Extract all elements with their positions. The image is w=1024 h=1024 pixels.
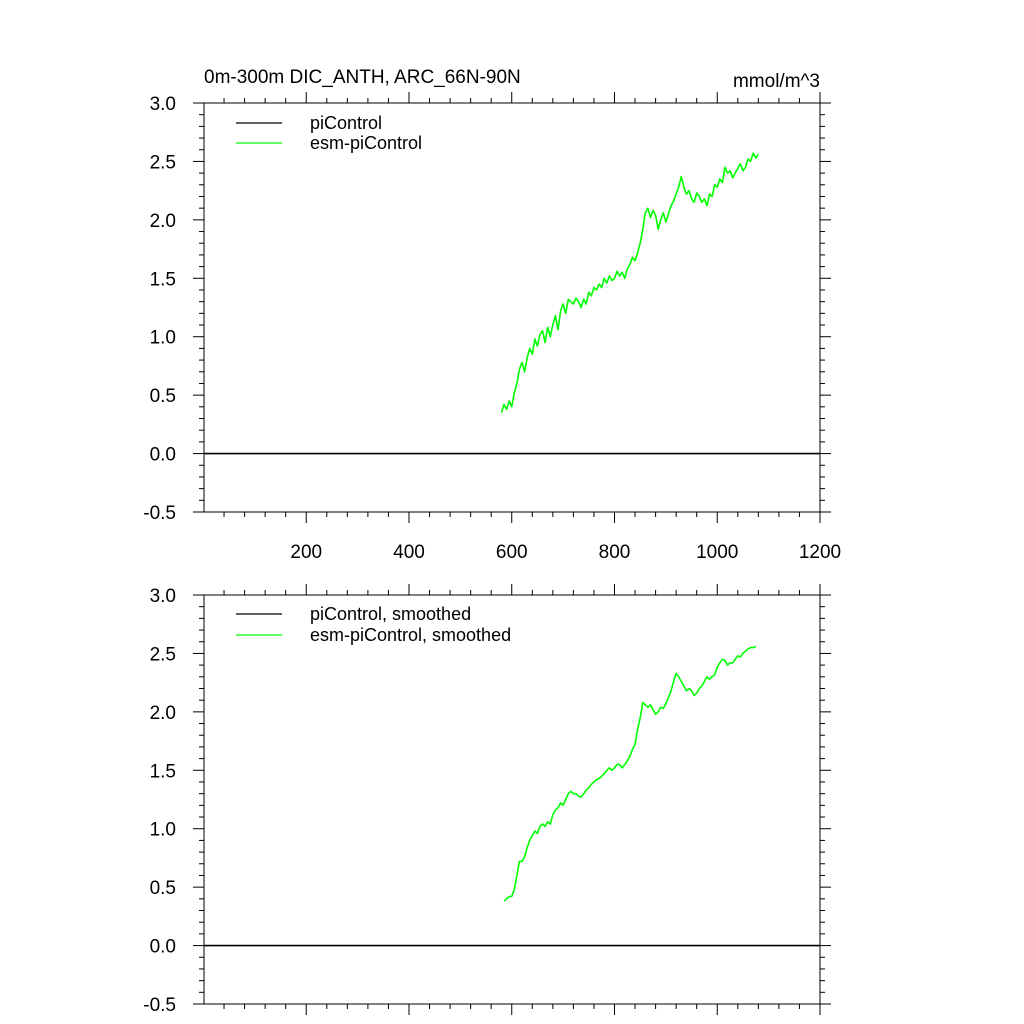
chart-title: 0m-300m DIC_ANTH, ARC_66N-90N (204, 67, 521, 88)
series-line-esm-picontrol (500, 152, 759, 413)
y-tick-label: 1.5 (150, 761, 176, 782)
y-tick-label: 3.0 (150, 94, 176, 115)
x-tick-label: 400 (393, 542, 425, 563)
legend-label-picontrol: piControl (310, 113, 382, 133)
x-tick-label: 200 (290, 542, 322, 563)
top-panel: 0m-300m DIC_ANTH, ARC_66N-90N mmol/m^3 -… (143, 67, 841, 563)
y-tick-label: -0.5 (143, 995, 176, 1016)
y-tick-label: 0.0 (150, 937, 176, 958)
y-tick-label: -0.5 (143, 503, 176, 524)
legend-label-picontrol-smoothed: piControl, smoothed (310, 604, 471, 624)
y-tick-label: 0.5 (150, 878, 176, 899)
bottom-panel: -0.5 0.0 0.5 1.0 1.5 2.0 2.5 3.0 piControl, smo… (143, 584, 831, 1016)
legend-label-esm-picontrol-smoothed: esm-piControl, smoothed (310, 625, 511, 645)
top-plot-area: -0.5 0.0 0.5 1.0 1.5 2.0 2.5 3.0 200 400 600 800 100… (143, 92, 841, 563)
x-tick-label: 1000 (696, 542, 738, 563)
x-tick-label: 800 (599, 542, 631, 563)
y-tick-label: 1.0 (150, 820, 176, 841)
y-tick-label: 0.5 (150, 386, 176, 407)
x-tick-label: 600 (496, 542, 528, 563)
y-tick-label: 1.0 (150, 328, 176, 349)
bottom-plot-area: -0.5 0.0 0.5 1.0 1.5 2.0 2.5 3.0 (143, 584, 831, 1016)
units-label: mmol/m^3 (733, 71, 820, 92)
y-tick-label: 2.0 (150, 211, 176, 232)
bottom-legend: piControl, smoothed esm-piControl, smoot… (236, 604, 511, 645)
top-legend: piControl esm-piControl (236, 113, 422, 153)
y-tick-label: 2.5 (150, 152, 176, 173)
legend-label-esm-picontrol: esm-piControl (310, 133, 422, 153)
y-tick-label: 1.5 (150, 269, 176, 290)
y-tick-label: 2.5 (150, 644, 176, 665)
series-line-esm-picontrol-smoothed (503, 645, 757, 902)
y-tick-label: 0.0 (150, 445, 176, 466)
y-tick-label: 3.0 (150, 586, 176, 607)
x-tick-label: 1200 (799, 542, 841, 563)
y-tick-label: 2.0 (150, 703, 176, 724)
